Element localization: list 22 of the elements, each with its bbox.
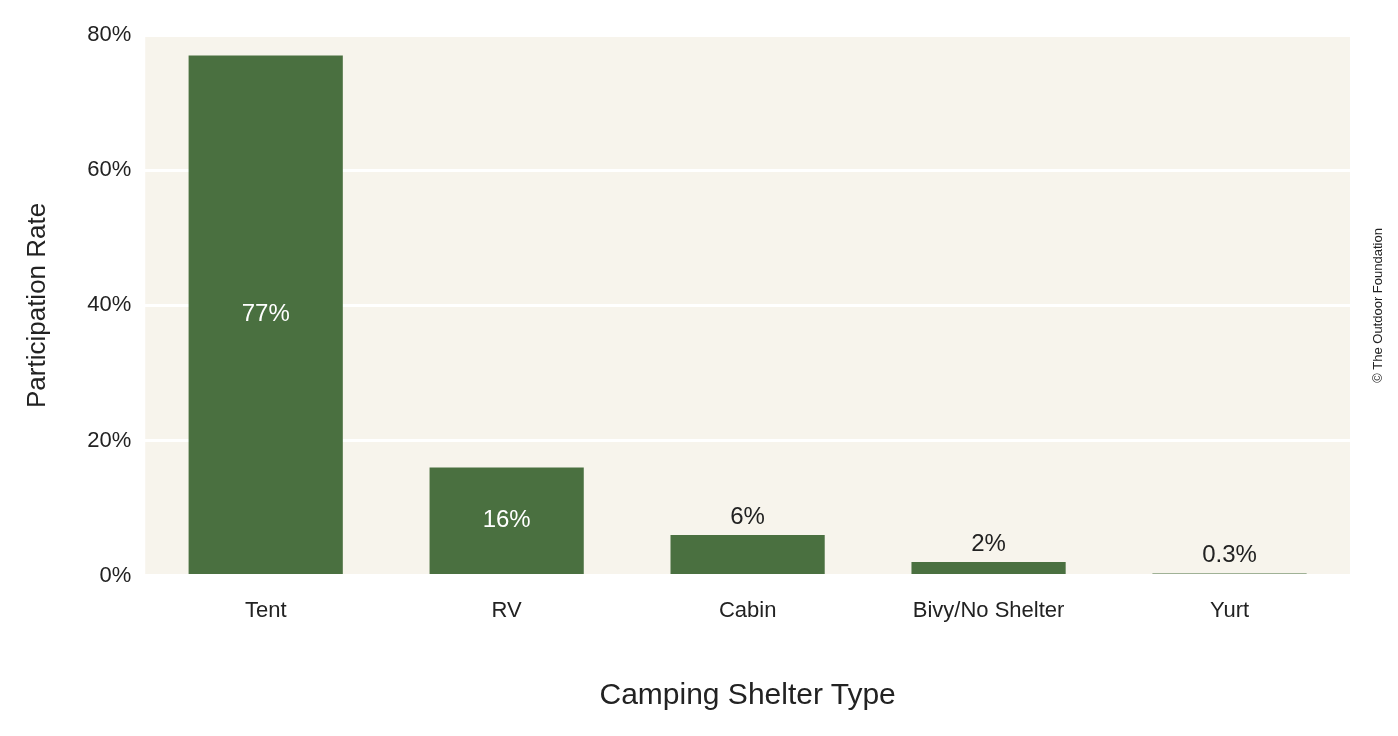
bar [188,55,343,575]
bar [429,467,584,575]
y-tick-label: 60% [87,156,132,182]
bar [911,562,1066,575]
x-tick-label: Tent [244,596,287,622]
text: © The Outdoor Foundation [1369,228,1385,383]
data-label: 2% [971,528,1006,556]
y-tick-label: 0% [99,561,132,587]
data-label: 0.3% [1202,540,1257,568]
x-axis-title: Camping Shelter Type [599,677,896,711]
y-tick-label: 40% [87,291,132,317]
bar [670,535,825,575]
x-tick-label: Yurt [1209,596,1250,622]
x-tick-label: RV [491,596,523,622]
data-label: 16% [482,505,531,533]
x-tick-label: Bivy/No Shelter [912,596,1065,622]
y-tick-label: 80% [87,21,132,47]
data-label: 77% [241,299,290,327]
y-axis-title: Participation Rate [20,202,51,409]
y-tick-label: 20% [87,426,132,452]
data-label: 6% [730,501,765,529]
x-tick-label: Cabin [718,596,777,622]
